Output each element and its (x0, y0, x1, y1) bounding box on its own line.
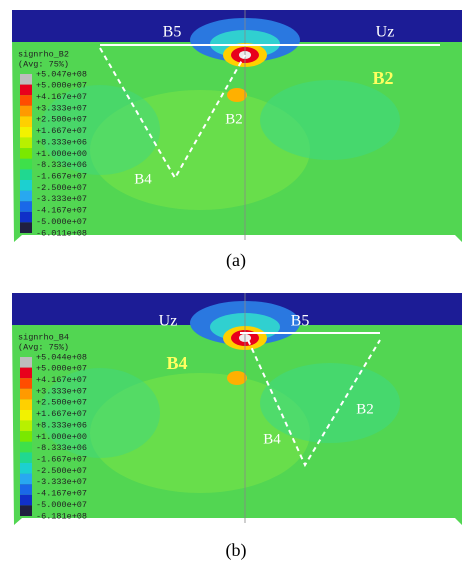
legend-swatch (20, 158, 32, 170)
legend-swatch (20, 473, 32, 485)
annotation: B2 (356, 401, 374, 417)
legend-label: +5.044e+08 (36, 352, 87, 362)
contour-region (227, 88, 247, 102)
legend-label: -5.000e+07 (36, 217, 87, 227)
legend-label: +1.000e+00 (36, 432, 87, 442)
legend-label: -3.333e+07 (36, 194, 87, 204)
annotation: Uz (159, 313, 178, 330)
legend-label: -3.333e+07 (36, 477, 87, 487)
legend-swatch (20, 137, 32, 149)
legend-subtitle: (Avg: 75%) (18, 59, 69, 69)
legend-label: +8.333e+06 (36, 137, 87, 147)
annotation: B5 (163, 24, 182, 41)
legend-swatch (20, 222, 32, 233)
legend-label: -8.333e+06 (36, 160, 87, 170)
legend-label: +3.333e+07 (36, 103, 87, 113)
legend-label: +3.333e+07 (36, 386, 87, 396)
legend-label: +1.000e+00 (36, 149, 87, 159)
legend-swatch (20, 116, 32, 127)
legend-swatch (20, 431, 32, 442)
element-outline (99, 47, 246, 181)
legend-swatch (20, 190, 32, 202)
legend-swatch (20, 378, 32, 389)
legend-swatch (20, 357, 32, 368)
legend-label: -4.167e+07 (36, 206, 87, 216)
contour-region (227, 371, 247, 385)
legend-swatch (20, 148, 32, 159)
annotation: Uz (376, 24, 395, 41)
legend-swatch (20, 201, 32, 212)
legend-swatch (20, 420, 32, 432)
caption: (a) (226, 250, 246, 271)
legend-label: +5.047e+08 (36, 69, 87, 79)
legend-swatch (20, 367, 32, 379)
caption: (b) (226, 540, 247, 561)
legend-swatch (20, 410, 32, 421)
annotation: B4 (134, 171, 152, 187)
legend-label: +4.167e+07 (36, 375, 87, 385)
legend-swatch (20, 127, 32, 138)
legend-label: +5.000e+07 (36, 364, 87, 374)
legend-label: -2.500e+07 (36, 466, 87, 476)
legend-label: +5.000e+07 (36, 81, 87, 91)
legend-swatch (20, 463, 32, 474)
legend-swatch (20, 211, 32, 223)
legend-swatch (20, 74, 32, 85)
legend-title: signrho_B4 (18, 332, 69, 342)
legend-label: -2.500e+07 (36, 183, 87, 193)
legend-swatch (20, 388, 32, 400)
legend-label: -1.667e+07 (36, 171, 87, 181)
contour-region (260, 80, 400, 160)
legend-swatch (20, 441, 32, 453)
legend-swatch (20, 494, 32, 506)
legend-title: signrho_B2 (18, 49, 69, 59)
legend-swatch (20, 84, 32, 96)
legend-swatch (20, 105, 32, 117)
legend-swatch (20, 484, 32, 495)
panel: signrho_B2(Avg: 75%)+5.047e+08 +5.000e+07… (12, 10, 462, 242)
legend-swatch (20, 505, 32, 516)
legend-label: +4.167e+07 (36, 92, 87, 102)
legend-swatch (20, 452, 32, 463)
legend-label: +2.500e+07 (36, 398, 87, 408)
legend-label: -8.333e+06 (36, 443, 87, 453)
element-outline (247, 339, 381, 468)
legend-swatch (20, 180, 32, 191)
legend-label: -5.000e+07 (36, 500, 87, 510)
legend-label: -6.011e+08 (36, 228, 87, 238)
annotation: B2 (225, 111, 243, 127)
legend-label: +1.667e+07 (36, 126, 87, 136)
contour-region (260, 363, 400, 443)
contour-region (40, 368, 160, 458)
legend-label: -4.167e+07 (36, 489, 87, 499)
legend-swatch (20, 95, 32, 106)
annotation: B5 (291, 313, 310, 330)
legend-label: +1.667e+07 (36, 409, 87, 419)
legend-label: +2.500e+07 (36, 115, 87, 125)
annotation: B4 (166, 353, 187, 373)
legend-label: +8.333e+06 (36, 420, 87, 430)
legend-label: -6.181e+08 (36, 511, 87, 521)
panel: signrho_B4(Avg: 75%)+5.044e+08 +5.000e+07… (12, 293, 462, 525)
annotation: B4 (263, 431, 281, 447)
contour-region (40, 85, 160, 175)
annotation: B2 (372, 68, 393, 88)
legend-subtitle: (Avg: 75%) (18, 342, 69, 352)
legend-label: -1.667e+07 (36, 454, 87, 464)
legend-swatch (20, 169, 32, 180)
legend-swatch (20, 399, 32, 410)
